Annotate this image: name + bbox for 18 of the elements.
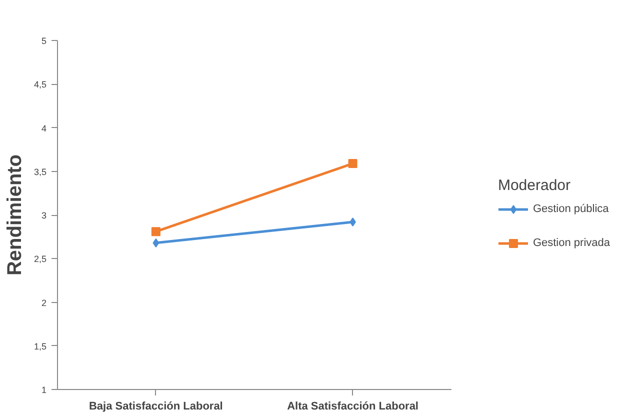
y-tick-label: 1,5 xyxy=(34,341,47,352)
legend-title: Moderador xyxy=(498,176,572,194)
point xyxy=(348,159,358,168)
y-axis-title: Rendimiento xyxy=(4,154,26,276)
y-tick-label: 3 xyxy=(41,210,47,220)
point xyxy=(151,227,160,236)
legend-label: Gestion privada xyxy=(532,236,610,248)
y-tick-label: 2,5 xyxy=(34,254,47,264)
y-tick-label: 4 xyxy=(41,123,47,134)
point xyxy=(152,238,160,248)
x-tick-label: Baja Satisfacción Laboral xyxy=(88,400,223,412)
y-tick-label: 4,5 xyxy=(34,80,47,90)
y-tick-label: 3,5 xyxy=(34,166,47,177)
y-tick-label: 5 xyxy=(41,36,47,46)
x-tick-label: Alta Satisfacción Laboral xyxy=(287,400,419,412)
y-tick-label: 2 xyxy=(41,298,47,308)
y-tick-label: 1 xyxy=(41,385,47,395)
legend-label: Gestion pública xyxy=(532,202,609,214)
